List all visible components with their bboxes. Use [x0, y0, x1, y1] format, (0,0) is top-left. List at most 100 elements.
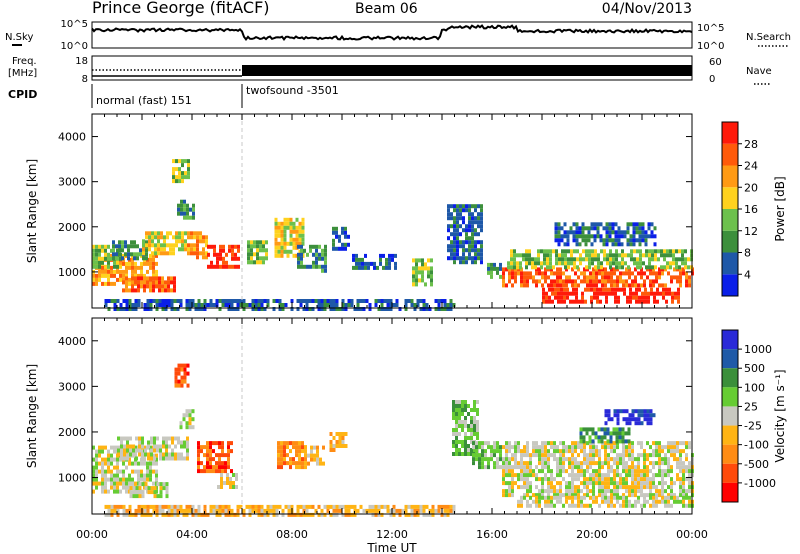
power-cell: [591, 253, 594, 258]
power-cell: [639, 257, 642, 262]
power-cell: [388, 257, 391, 262]
power-cell: [594, 265, 597, 270]
velocity-cell: [359, 504, 363, 509]
velocity-cell: [335, 432, 339, 436]
velocity-cell: [556, 469, 559, 474]
power-cell: [207, 252, 210, 257]
velocity-cell: [571, 503, 574, 508]
power-cell: [110, 253, 113, 258]
power-cell: [415, 262, 418, 267]
power-cell: [189, 215, 192, 220]
power-cell: [631, 283, 634, 288]
power-cell: [196, 255, 199, 260]
power-cell: [131, 280, 134, 285]
velocity-cell: [610, 489, 613, 494]
velocity-cell: [610, 495, 613, 500]
velocity-cell: [637, 461, 640, 466]
velocity-cell: [275, 504, 279, 509]
power-cell: [388, 265, 391, 270]
cpid-segment-normal: normal (fast) 151: [96, 94, 192, 107]
power-cell: [605, 299, 608, 304]
velocity-cell: [128, 504, 132, 509]
power-cell: [653, 234, 657, 239]
velocity-cell: [215, 508, 219, 513]
power-cell: [566, 230, 570, 235]
velocity-cell: [242, 508, 246, 513]
power-cell: [127, 256, 130, 261]
power-cell: [608, 287, 611, 292]
power-cell: [209, 299, 213, 303]
velocity-cell: [594, 431, 598, 436]
velocity-cell: [658, 461, 661, 466]
power-cell: [95, 244, 98, 249]
power-cell: [468, 216, 471, 221]
power-cell: [632, 295, 635, 300]
velocity-cell: [613, 493, 616, 498]
velocity-cell: [206, 461, 209, 466]
power-cell: [638, 287, 641, 292]
power-cell: [155, 253, 158, 258]
power-cell: [192, 211, 195, 216]
velocity-cell: [649, 409, 653, 414]
power-cell: [507, 265, 510, 270]
velocity-cell: [553, 495, 556, 500]
velocity-cell: [649, 421, 653, 426]
velocity-colorbar-label: Velocity [m s⁻¹]: [773, 369, 787, 462]
velocity-cell: [123, 452, 126, 457]
power-cell: [164, 288, 167, 293]
power-cell: [480, 204, 483, 209]
power-cell: [104, 248, 107, 253]
velocity-cell: [658, 473, 661, 478]
velocity-cell: [622, 457, 625, 462]
velocity-cell: [206, 469, 209, 474]
velocity-cell: [170, 508, 174, 513]
power-cell: [176, 307, 180, 311]
power-cell: [563, 295, 566, 300]
power-cell: [184, 243, 187, 248]
velocity-cell: [170, 504, 174, 509]
velocity-cell: [592, 477, 595, 482]
power-cell: [602, 242, 606, 247]
velocity-cell: [598, 485, 601, 490]
power-cell: [554, 222, 558, 227]
power-cell: [471, 256, 474, 261]
velocity-cell: [619, 461, 622, 466]
power-cell: [280, 233, 284, 238]
power-cell: [212, 303, 216, 307]
power-cell: [540, 265, 543, 270]
power-cell: [523, 275, 526, 280]
velocity-cell: [532, 493, 535, 498]
power-cell: [636, 249, 639, 254]
velocity-cell: [511, 485, 514, 490]
velocity-cell: [126, 444, 129, 449]
velocity-cell: [511, 477, 514, 482]
power-cell: [595, 271, 598, 276]
velocity-cell: [122, 461, 125, 466]
power-cell: [230, 303, 234, 307]
power-cell: [253, 240, 256, 245]
velocity-cell: [517, 461, 520, 466]
power-cell: [468, 224, 471, 229]
velocity-cell: [141, 436, 144, 441]
velocity-cell: [586, 461, 589, 466]
velocity-cell: [458, 432, 461, 436]
power-cell: [183, 207, 186, 212]
velocity-cell: [437, 508, 441, 513]
velocity-cell: [568, 485, 571, 490]
power-cell: [289, 233, 293, 238]
velocity-cell: [461, 420, 464, 424]
velocity-cell: [508, 473, 511, 478]
velocity-cell: [470, 428, 473, 432]
power-cell: [480, 248, 483, 253]
power-cell: [459, 260, 462, 265]
velocity-cell: [119, 481, 122, 486]
power-cell: [688, 275, 691, 280]
velocity-cell: [140, 461, 143, 466]
power-cell: [633, 249, 636, 254]
velocity-cell: [191, 425, 195, 430]
power-cell: [596, 230, 600, 235]
velocity-cell: [464, 432, 467, 436]
power-cell: [629, 238, 633, 243]
power-cell: [459, 232, 462, 237]
velocity-cell: [344, 508, 348, 513]
